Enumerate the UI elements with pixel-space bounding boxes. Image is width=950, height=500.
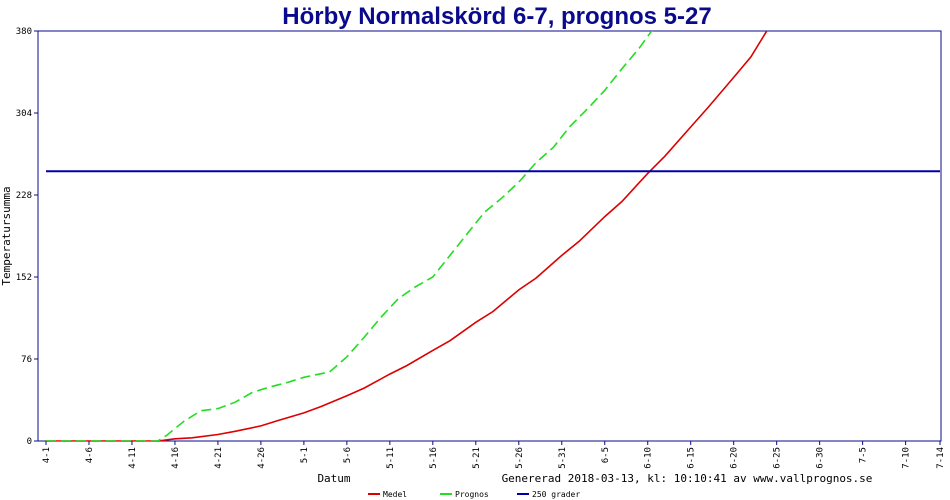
series-line-prognos — [46, 31, 653, 441]
x-axis: 4-1 4-6 4-11 4-16 4-21 4-26 5-1 5-6 5-11 5-16 5-21… — [42, 441, 946, 469]
x-tick-label: 6-30 — [816, 447, 826, 469]
y-tick-label: 380 — [16, 27, 32, 37]
x-tick-label: 4-16 — [171, 447, 181, 469]
generated-text: Genererad 2018-03-13, kl: 10:10:41 av ww… — [502, 472, 873, 485]
y-tick-label: 304 — [16, 109, 32, 119]
x-tick-label: 4-6 — [85, 447, 95, 463]
x-tick-label: 6-15 — [687, 447, 697, 469]
legend-label-250-grader: 250 grader — [532, 490, 580, 499]
x-tick-label: 5-11 — [386, 447, 396, 469]
y-tick-label: 76 — [21, 355, 32, 365]
x-tick-label: 4-1 — [42, 447, 52, 463]
legend-label-medel: Medel — [383, 490, 407, 499]
x-tick-label: 6-5 — [601, 447, 611, 463]
chart-title: Hörby Normalskörd 6-7, prognos 5-27 — [282, 3, 711, 30]
x-tick-label: 7-5 — [859, 447, 869, 463]
x-tick-label: 6-25 — [773, 447, 783, 469]
y-tick-label: 228 — [16, 191, 32, 201]
x-tick-label: 5-6 — [343, 447, 353, 463]
x-tick-label: 4-26 — [257, 447, 267, 469]
x-tick-label: 4-11 — [128, 447, 138, 469]
plot-frame — [37, 30, 942, 442]
x-tick-label: 5-31 — [558, 447, 568, 469]
x-tick-label: 7-10 — [902, 447, 912, 469]
y-axis: 0 76 152 228 304 380 — [16, 27, 38, 447]
x-tick-label: 7-14 — [936, 447, 946, 469]
y-axis-label: Temperatursumma — [0, 186, 13, 285]
series-group — [46, 31, 940, 441]
legend-label-prognos: Prognos — [455, 490, 489, 499]
y-tick-label: 0 — [27, 437, 32, 447]
x-tick-label: 6-10 — [644, 447, 654, 469]
y-tick-label: 152 — [16, 273, 32, 283]
x-tick-label: 4-21 — [214, 447, 224, 469]
legend: Medel Prognos 250 grader — [368, 490, 580, 499]
x-tick-label: 5-1 — [300, 447, 310, 463]
x-tick-label: 5-16 — [429, 447, 439, 469]
series-line-medel — [46, 31, 768, 441]
x-tick-label: 5-21 — [472, 447, 482, 469]
plot-area — [37, 30, 942, 442]
x-tick-label: 5-26 — [515, 447, 525, 469]
x-tick-label: 6-20 — [730, 447, 740, 469]
x-axis-label: Datum — [317, 472, 350, 485]
